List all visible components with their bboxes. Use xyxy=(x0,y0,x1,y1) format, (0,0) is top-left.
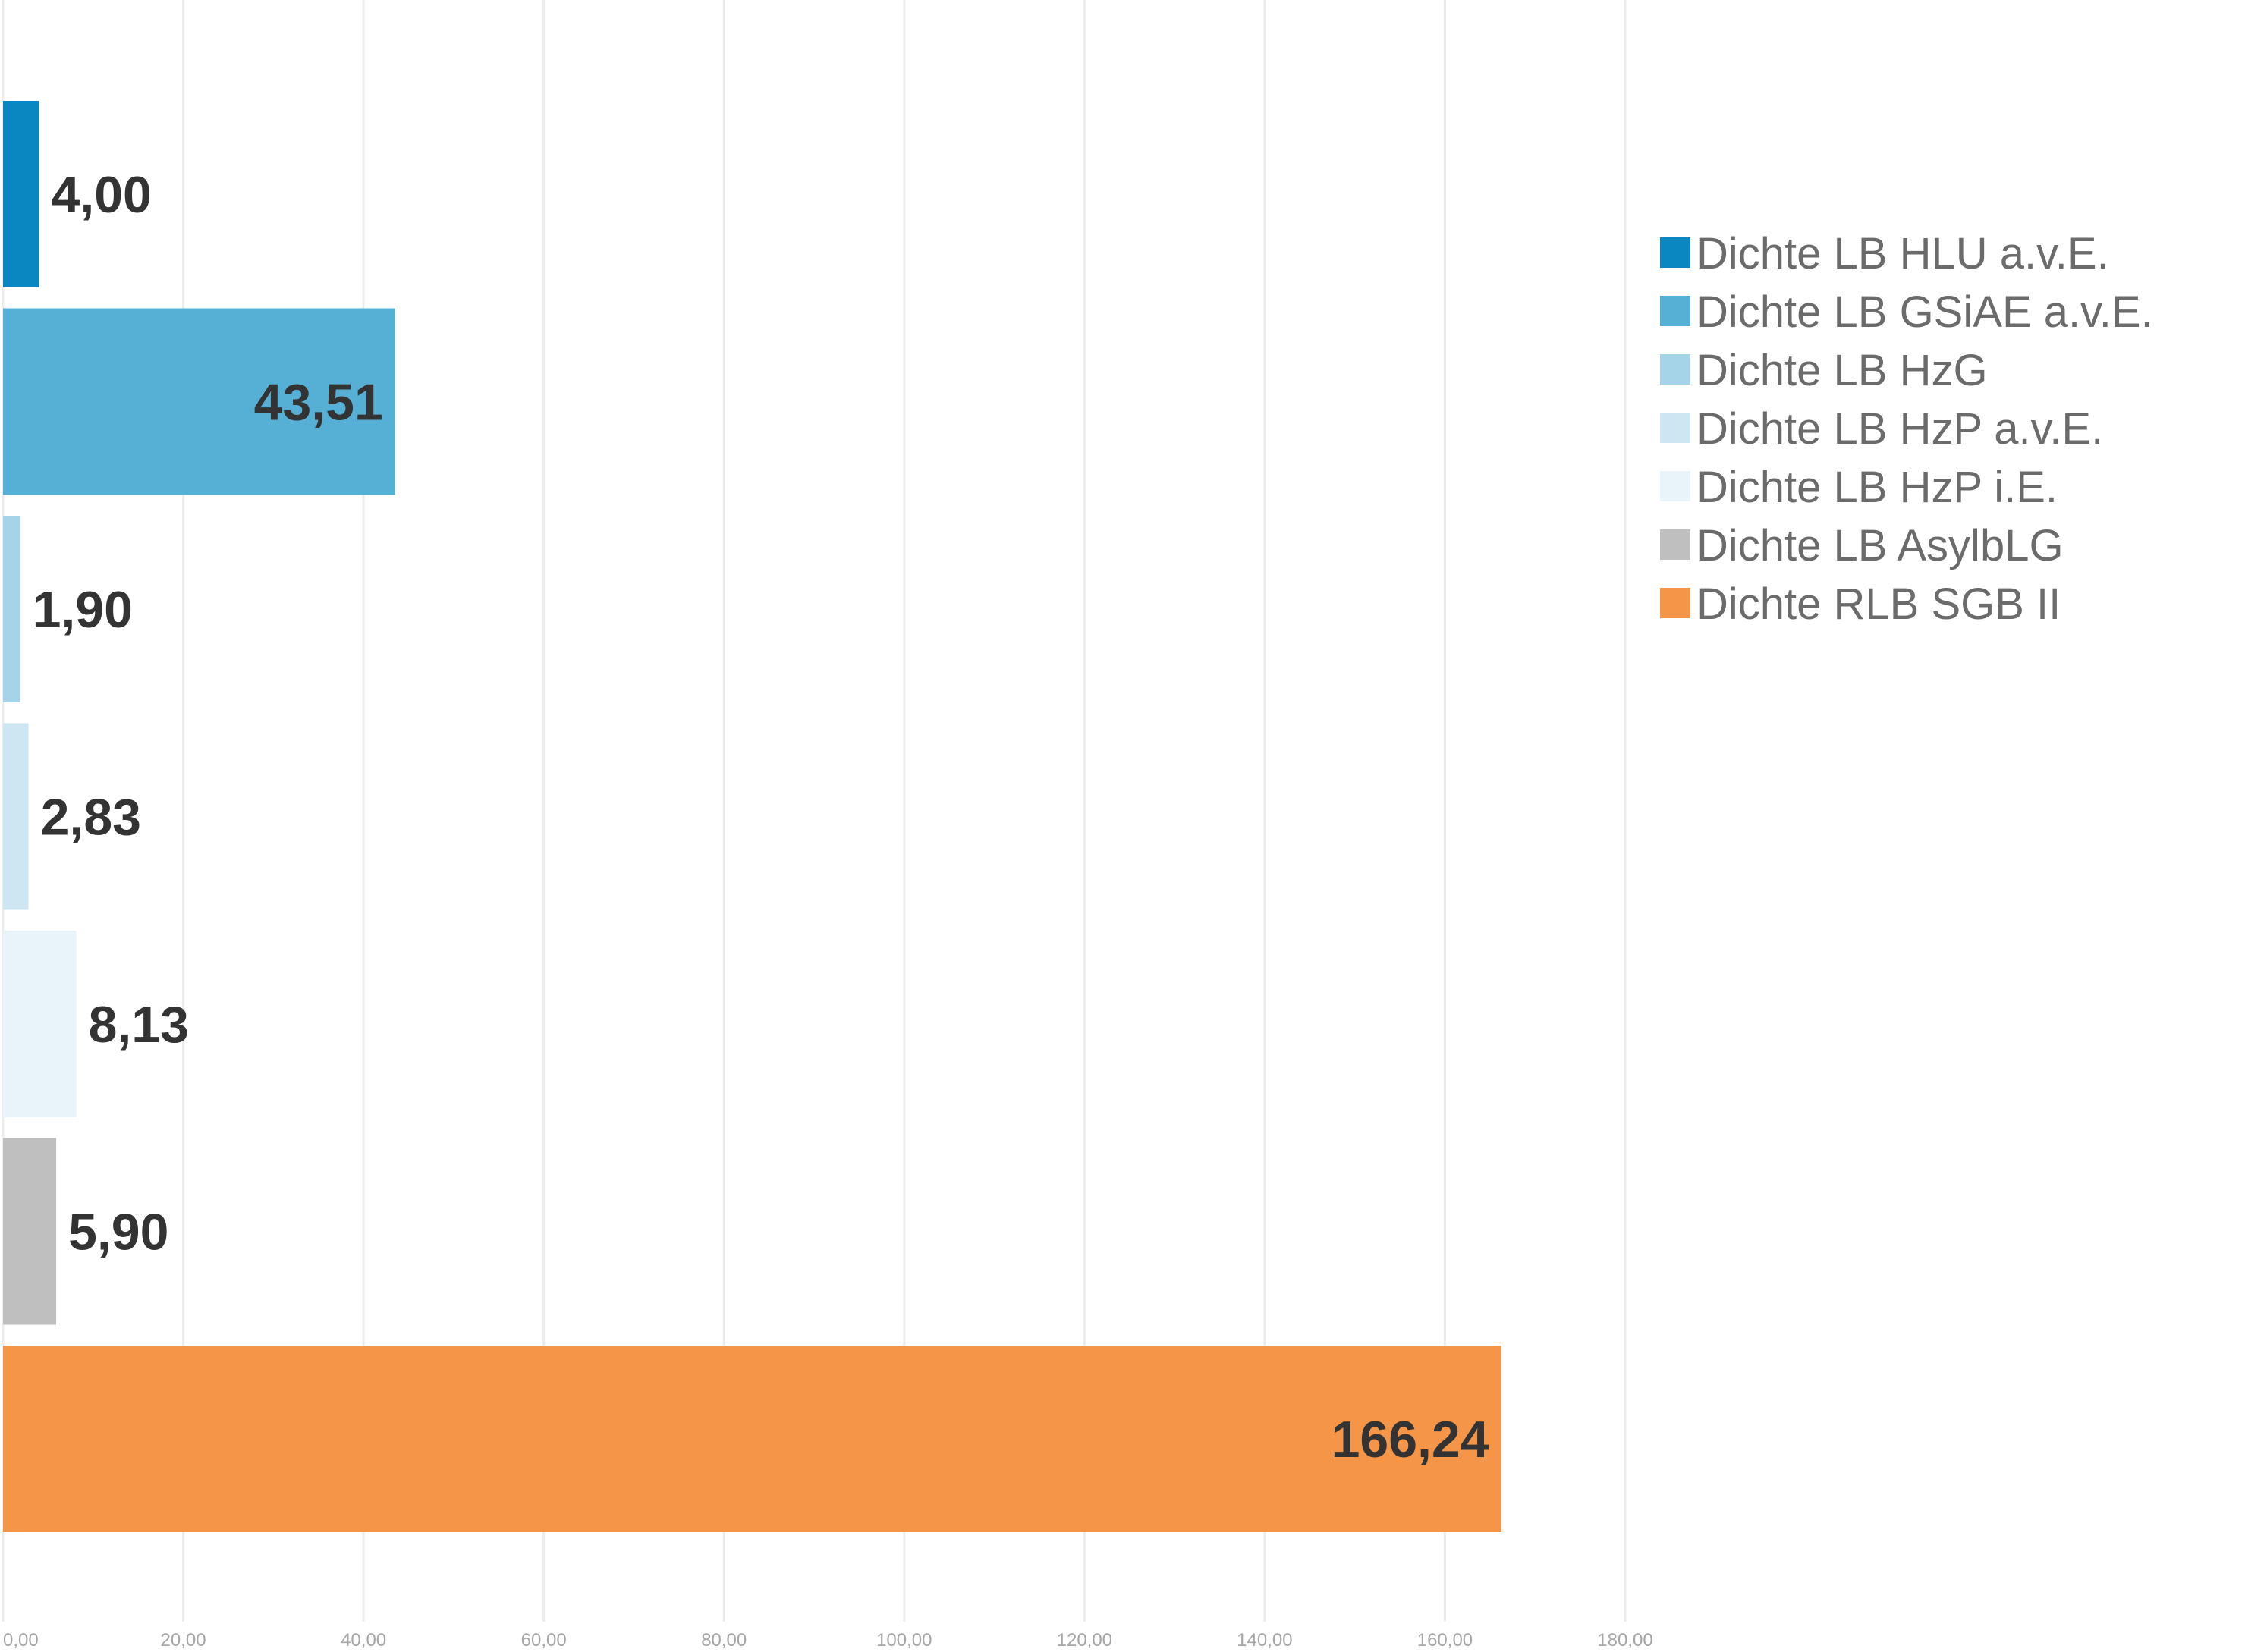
legend-label: Dichte LB HzP a.v.E. xyxy=(1696,404,2103,454)
data-label: 5,90 xyxy=(68,1204,168,1261)
data-label: 4,00 xyxy=(52,166,152,224)
bar xyxy=(3,723,29,910)
x-tick-label: 80,00 xyxy=(701,1630,747,1650)
data-labels: 4,00 43,51 1,90 2,83 8,13 5,90 166,24 xyxy=(33,166,1489,1468)
legend-swatch xyxy=(1660,588,1690,618)
bar xyxy=(3,1138,57,1325)
x-tick-label: 160,00 xyxy=(1417,1630,1473,1650)
x-tick-label: 20,00 xyxy=(161,1630,206,1650)
bars xyxy=(3,101,1501,1532)
x-tick-label: 0,00 xyxy=(3,1630,39,1650)
bar xyxy=(3,931,77,1117)
data-label: 2,83 xyxy=(41,789,141,846)
x-tick-label: 120,00 xyxy=(1057,1630,1112,1650)
bar xyxy=(3,308,395,495)
legend-item: Dichte LB HzP i.E. xyxy=(1660,463,2058,512)
legend-swatch xyxy=(1660,237,1690,268)
bar xyxy=(3,516,20,702)
legend-item: Dichte LB HzP a.v.E. xyxy=(1660,404,2103,454)
legend-label: Dichte LB GSiAE a.v.E. xyxy=(1696,287,2153,337)
legend-swatch xyxy=(1660,296,1690,326)
data-label: 8,13 xyxy=(89,996,189,1054)
x-tick-label: 60,00 xyxy=(521,1630,567,1650)
x-tick-label: 140,00 xyxy=(1237,1630,1292,1650)
legend-item: Dichte LB GSiAE a.v.E. xyxy=(1660,287,2153,337)
legend-label: Dichte LB HLU a.v.E. xyxy=(1696,229,2109,278)
legend-label: Dichte LB HzG xyxy=(1696,346,1988,395)
legend-swatch xyxy=(1660,354,1690,385)
legend: Dichte LB HLU a.v.E. Dichte LB GSiAE a.v.… xyxy=(1660,229,2153,629)
data-label: 1,90 xyxy=(33,581,133,639)
legend-swatch xyxy=(1660,471,1690,501)
legend-swatch xyxy=(1660,413,1690,443)
x-axis-ticks: 0,00 20,00 40,00 60,00 80,00 100,00 120,00 140,… xyxy=(3,1630,1653,1650)
gridlines xyxy=(2,0,1627,1622)
bar xyxy=(3,1346,1501,1532)
data-label: 43,51 xyxy=(254,374,383,432)
legend-swatch xyxy=(1660,529,1690,560)
x-tick-label: 100,00 xyxy=(876,1630,932,1650)
legend-item: Dichte RLB SGB II xyxy=(1660,579,2061,629)
data-label: 166,24 xyxy=(1332,1411,1489,1468)
x-tick-label: 40,00 xyxy=(341,1630,386,1650)
legend-item: Dichte LB HLU a.v.E. xyxy=(1660,229,2109,278)
bar xyxy=(3,101,39,287)
legend-label: Dichte RLB SGB II xyxy=(1696,579,2061,629)
legend-label: Dichte LB HzP i.E. xyxy=(1696,463,2058,512)
x-tick-label: 180,00 xyxy=(1597,1630,1652,1650)
legend-label: Dichte LB AsylbLG xyxy=(1696,521,2064,570)
legend-item: Dichte LB AsylbLG xyxy=(1660,521,2064,570)
legend-item: Dichte LB HzG xyxy=(1660,346,1988,395)
